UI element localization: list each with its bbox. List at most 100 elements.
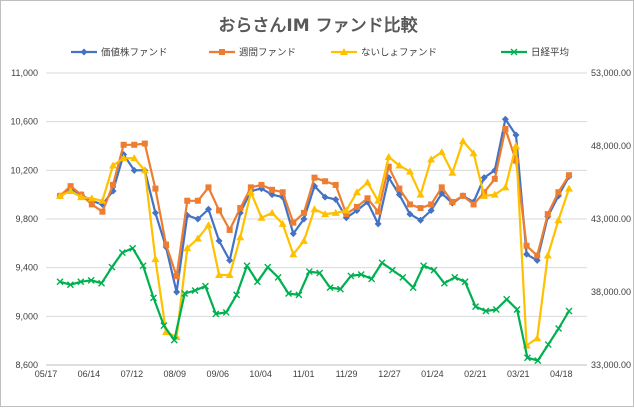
data-point	[469, 149, 478, 157]
data-point	[204, 221, 213, 229]
data-point	[332, 181, 339, 188]
data-point	[98, 279, 106, 287]
data-point	[80, 48, 88, 56]
data-point	[193, 234, 202, 242]
data-point	[212, 310, 220, 318]
y-left-tick-label: 8,600	[15, 360, 38, 370]
legend-entry: 日経平均	[501, 47, 569, 59]
data-point	[448, 168, 457, 176]
chart-title: おらさんIM ファンド比較	[218, 15, 418, 36]
data-point	[215, 237, 223, 245]
y-right-tick-label: 38,000.00	[591, 287, 631, 297]
data-point	[544, 341, 552, 349]
data-point	[388, 266, 396, 274]
y-right-tick-label: 33,000.00	[591, 360, 631, 370]
x-tick-label: 09/06	[206, 369, 229, 379]
data-point	[225, 270, 234, 278]
data-point	[130, 166, 138, 174]
data-point	[480, 174, 488, 182]
data-point	[278, 219, 287, 227]
data-point	[109, 161, 118, 169]
x-tick-label: 04/18	[550, 369, 573, 379]
data-point	[416, 190, 425, 198]
data-point	[299, 236, 308, 244]
data-point	[566, 172, 572, 179]
data-point	[322, 178, 329, 185]
data-point	[77, 193, 86, 201]
x-tick-label: 05/17	[35, 369, 58, 379]
data-point	[257, 213, 266, 221]
x-tick-label: 07/12	[121, 369, 144, 379]
data-point	[99, 208, 106, 215]
data-point	[502, 125, 509, 132]
data-point	[406, 210, 414, 218]
series-3	[56, 244, 573, 365]
data-point	[88, 201, 95, 208]
data-point	[405, 167, 414, 175]
data-point	[87, 194, 96, 202]
x-axis: 05/17 06/14 07/12 08/09 09/06 10/04 11/01 11/29…	[35, 364, 587, 379]
data-point	[120, 141, 127, 148]
data-point	[162, 328, 171, 336]
data-point	[374, 220, 382, 228]
x-tick-label: 12/27	[378, 369, 401, 379]
data-point	[523, 250, 531, 258]
x-tick-label: 11/29	[336, 369, 358, 379]
x-tick-label: 08/09	[164, 369, 187, 379]
series-2	[56, 137, 573, 349]
legend-label: ないしょファンド	[361, 48, 437, 59]
data-point	[555, 325, 563, 332]
data-point	[458, 137, 467, 145]
legend-entry: 週間ファンド	[209, 47, 296, 59]
data-point	[533, 334, 542, 342]
y-left-tick-label: 9,000	[15, 311, 38, 321]
data-point	[331, 208, 340, 216]
legend: 価値株ファンド 週間ファンド ないしょファンド 日経平均	[71, 47, 569, 59]
data-point	[268, 208, 277, 216]
data-point	[510, 48, 518, 56]
data-point	[237, 205, 244, 212]
y-left-tick-label: 10,200	[10, 165, 38, 175]
data-point	[129, 244, 137, 252]
data-point	[253, 278, 261, 286]
data-point	[343, 211, 350, 218]
data-point	[131, 141, 138, 148]
data-point	[66, 281, 74, 289]
series-1	[57, 125, 572, 280]
data-point	[326, 284, 334, 292]
data-point	[357, 270, 365, 278]
data-point	[451, 273, 459, 281]
data-point	[56, 278, 64, 286]
data-point	[289, 250, 298, 258]
data-point	[511, 142, 520, 149]
data-point	[491, 175, 498, 182]
data-point	[428, 201, 435, 208]
data-point	[181, 289, 189, 297]
data-point	[523, 242, 530, 249]
data-point	[427, 155, 436, 163]
data-point	[534, 357, 542, 365]
data-point	[226, 256, 234, 264]
x-tick-label: 10/04	[249, 369, 272, 379]
data-point	[98, 196, 107, 204]
data-point	[279, 189, 286, 196]
y-axis-right: 33,000.00 38,000.00 43,000.00 48,000.00 53,0…	[591, 68, 631, 370]
data-point	[543, 251, 552, 259]
data-point	[236, 233, 245, 241]
data-point	[336, 285, 344, 293]
data-point	[385, 163, 392, 170]
legend-label: 週間ファンド	[239, 47, 296, 59]
legend-entry: 価値株ファンド	[71, 47, 168, 59]
y-axis-left: 8,600 9,000 9,400 9,800 10,200 10,600 11,000	[10, 68, 38, 370]
data-point	[194, 215, 202, 223]
data-point	[233, 291, 241, 299]
data-point	[151, 255, 160, 263]
data-point	[340, 48, 348, 55]
legend-label: 日経平均	[531, 47, 569, 59]
data-point	[191, 287, 199, 295]
data-point	[316, 269, 324, 277]
data-point	[513, 306, 521, 314]
x-tick-label: 06/14	[78, 369, 101, 379]
